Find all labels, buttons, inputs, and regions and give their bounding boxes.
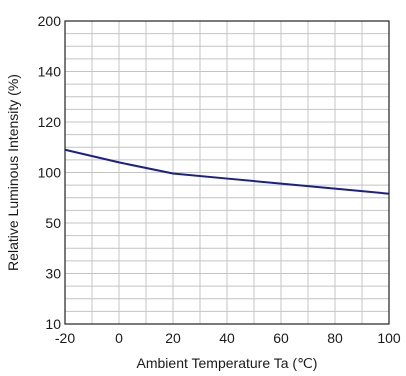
grid [65,20,389,324]
x-tick-label: 60 [273,330,289,346]
x-tick-label: 0 [115,330,123,346]
y-tick-label: 100 [38,165,62,181]
plot-frame [64,20,390,325]
y-tick-label: 140 [38,64,62,80]
series-group [64,148,390,195]
y-tick-label: 10 [45,316,61,332]
x-tick-label: 80 [327,330,343,346]
x-tick-labels: -20 0 20 40 60 80 100 [55,330,401,346]
x-axis-label: Ambient Temperature Ta (℃) [137,355,318,371]
y-tick-label: 200 [38,13,62,29]
x-tick-label: -20 [55,330,75,346]
x-tick-label: 40 [219,330,235,346]
series-line [64,148,390,195]
x-tick-label: 100 [377,330,401,346]
x-tick-label: 20 [165,330,181,346]
y-tick-label: 50 [45,215,61,231]
y-tick-label: 120 [38,114,62,130]
y-tick-labels: 10 30 50 100 120 140 200 [38,13,62,332]
y-tick-label: 30 [45,266,61,282]
y-axis-label: Relative Luminous Intensity (%) [5,74,21,271]
